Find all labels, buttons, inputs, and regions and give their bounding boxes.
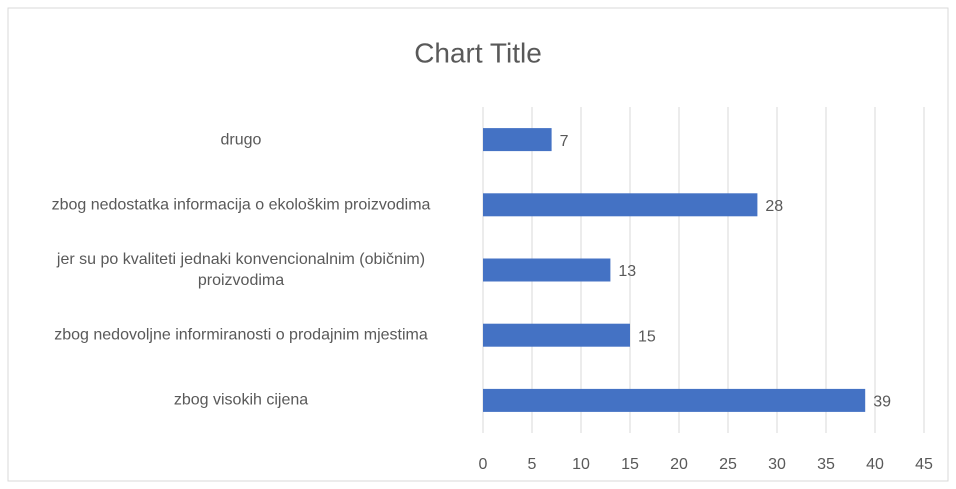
- x-tick-label: 15: [621, 456, 639, 473]
- x-tick-label: 35: [817, 456, 835, 473]
- x-tick-label: 0: [479, 456, 488, 473]
- data-label: 28: [765, 198, 783, 215]
- x-tick-label: 30: [768, 456, 786, 473]
- data-label: 15: [638, 328, 656, 345]
- data-label: 7: [560, 133, 569, 150]
- x-tick-label: 25: [719, 456, 737, 473]
- bar: [483, 193, 758, 217]
- bar: [483, 388, 866, 412]
- y-tick-label: zbog nedostatka informacija o ekološkim …: [51, 196, 431, 214]
- bar: [483, 128, 552, 152]
- y-tick-label: jer su po kvaliteti jednaki konvencional…: [56, 251, 426, 289]
- x-tick-label: 40: [866, 456, 884, 473]
- y-tick-label: zbog visokih cijena: [173, 391, 309, 409]
- x-tick-label: 45: [915, 456, 933, 473]
- y-tick-label: drugo: [220, 131, 262, 149]
- chart-title: Chart Title: [414, 37, 542, 68]
- bar: [483, 323, 630, 347]
- y-tick-label: zbog nedovoljne informiranosti o prodajn…: [54, 326, 428, 344]
- data-label: 39: [873, 394, 891, 411]
- x-tick-label: 10: [572, 456, 590, 473]
- x-tick-label: 5: [528, 456, 537, 473]
- data-label: 13: [618, 263, 636, 280]
- bar: [483, 258, 611, 282]
- x-tick-label: 20: [670, 456, 688, 473]
